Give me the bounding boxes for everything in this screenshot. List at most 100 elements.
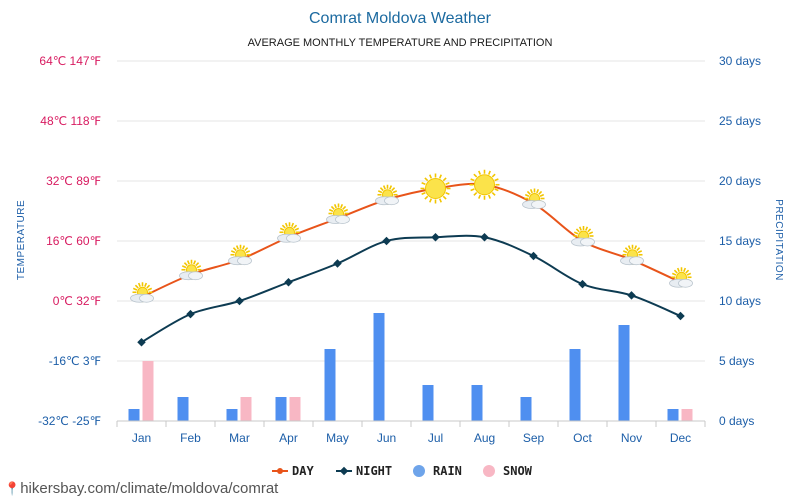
sun-ray	[588, 231, 594, 235]
sun-ray	[529, 188, 533, 194]
sun-ray	[293, 224, 298, 229]
sun-ray	[538, 190, 543, 195]
x-tick-label: Feb	[180, 431, 201, 445]
night-point	[676, 311, 685, 321]
sun-ray	[421, 191, 426, 195]
sun-ray	[487, 194, 491, 199]
sun-ray	[587, 228, 592, 233]
sun-ray	[144, 282, 148, 288]
sun-ray	[284, 222, 288, 228]
rain-bar	[569, 349, 581, 421]
rain-bar	[471, 385, 483, 421]
location-pin-icon: 📍	[4, 481, 21, 496]
sunny-icon	[469, 169, 500, 200]
x-tick-label: Sep	[523, 431, 545, 445]
sun-ray	[392, 190, 398, 194]
sun-ray	[536, 188, 540, 194]
rain-bar	[275, 397, 287, 421]
sun-ray	[578, 226, 582, 231]
sun-ray	[445, 191, 450, 195]
rain-bar	[618, 325, 630, 421]
cloud-shape	[237, 256, 252, 266]
legend-swatch-marker	[339, 466, 349, 476]
sun-ray	[147, 287, 153, 291]
sun-ray	[673, 269, 678, 274]
sun-ray	[193, 260, 197, 265]
sun-ray	[487, 170, 491, 175]
snow-bar	[240, 397, 252, 421]
rain-bar	[324, 349, 336, 421]
cloud-shape	[188, 271, 203, 281]
rain-bar	[128, 409, 140, 421]
sun-ray	[442, 177, 447, 182]
sun-ray	[137, 282, 141, 288]
sun-ray	[585, 226, 589, 231]
sun-ray	[478, 194, 482, 199]
legend-swatch-dot	[413, 465, 425, 477]
partly-cloudy-icon	[130, 282, 154, 303]
legend-item-night: NIGHT	[336, 464, 392, 478]
sun-ray	[181, 265, 187, 269]
sun-ray	[494, 178, 499, 182]
sun-ray	[382, 185, 386, 190]
night-point	[137, 338, 146, 347]
x-tick-label: Jul	[428, 431, 443, 445]
legend-item-rain: RAIN	[413, 464, 462, 478]
legend-item-snow: SNOW	[483, 464, 533, 478]
sun-ray	[294, 227, 300, 231]
night-point	[382, 236, 391, 246]
sun-disc	[474, 174, 495, 196]
sun-ray	[389, 185, 393, 190]
y-right-tick-label: 10 days	[719, 294, 761, 308]
cloud-shape	[286, 233, 301, 243]
x-axis: Jan Feb Mar Apr May Jun Jul Aug Sep Oct Nov Dec	[116, 420, 706, 445]
rain-bar	[226, 409, 238, 421]
night-point	[627, 291, 636, 300]
rain-bar	[520, 397, 532, 421]
sun-ray	[685, 269, 690, 274]
sun-ray	[438, 174, 442, 179]
sun-ray	[470, 178, 475, 182]
night-point	[431, 233, 440, 242]
temperature-lines	[137, 182, 685, 347]
sun-ray	[683, 267, 687, 273]
sun-ray	[330, 205, 335, 210]
sun-ray	[429, 198, 433, 203]
sun-ray	[244, 247, 249, 252]
sun-ray	[146, 284, 151, 289]
legend-label: RAIN	[433, 464, 462, 478]
sun-ray	[340, 203, 344, 209]
sun-ray	[473, 191, 478, 196]
sun-ray	[424, 195, 429, 200]
x-tick-label: May	[326, 431, 349, 445]
x-tick-label: Oct	[573, 431, 592, 445]
y-axis-right: 30 days 25 days 20 days 15 days 10 days 5 day…	[719, 54, 761, 428]
partly-cloudy-icon	[326, 203, 350, 224]
x-tick-label: Aug	[474, 431, 495, 445]
partly-cloudy-icon	[179, 259, 203, 281]
sun-ray	[473, 173, 478, 178]
partly-cloudy-icon	[620, 244, 644, 266]
cloud-shape	[678, 278, 693, 288]
y-axis-left-title: TEMPERATURE	[16, 200, 27, 280]
sun-ray	[377, 190, 383, 194]
sun-ray	[186, 260, 190, 265]
legend-swatch-marker	[277, 468, 283, 474]
night-point	[235, 296, 244, 306]
y-left-tick-label: 0℃ 32℉	[53, 294, 101, 308]
x-tick-label: Jan	[132, 431, 151, 445]
source-credit[interactable]: 📍hikersbay.com/climate/moldova/comrat	[4, 480, 278, 497]
sun-ray	[424, 177, 429, 182]
source-link[interactable]: hikersbay.com/climate/moldova/comrat	[20, 480, 279, 497]
snow-bar	[142, 361, 154, 421]
sun-ray	[134, 284, 139, 289]
sun-ray	[494, 188, 499, 192]
sun-ray	[624, 247, 629, 252]
partly-cloudy-icon	[228, 244, 252, 266]
snow-bar	[289, 397, 301, 421]
partly-cloudy-icon	[571, 226, 595, 247]
legend-label: SNOW	[503, 464, 533, 478]
sun-ray	[575, 228, 580, 233]
y-left-tick-label: 64℃ 147℉	[39, 54, 101, 68]
